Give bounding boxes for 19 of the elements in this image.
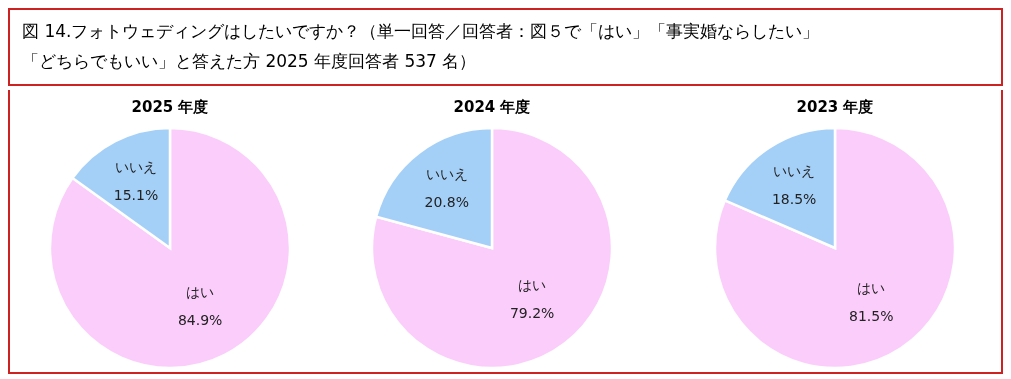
- data-label: 15.1%: [113, 186, 159, 203]
- chart-title: 2023 年度: [796, 98, 874, 116]
- slice-label: いいえ: [773, 162, 816, 179]
- caption: 図 14.フォトウェディングはしたいですか？（単一回答／回答者：図５で「はい」「事実婚ならしたい」「どちらでもいい」と答えた方 2025 年度回答者 537 名）: [22, 21, 820, 71]
- data-label: 81.5%: [848, 308, 894, 325]
- slice-label: はい: [186, 283, 215, 300]
- data-label: 20.8%: [424, 193, 470, 210]
- pie-slice: [713, 126, 957, 370]
- slice-label: いいえ: [425, 165, 468, 182]
- slice-label: はい: [518, 277, 547, 294]
- slice-label: はい: [857, 280, 886, 297]
- pie-slice: [370, 126, 614, 370]
- chart-title: 2024 年度: [453, 98, 531, 116]
- chart-title: 2025 年度: [131, 98, 209, 116]
- data-label: 79.2%: [509, 305, 555, 322]
- data-label: 84.9%: [177, 311, 223, 328]
- pie-slice: [48, 126, 292, 370]
- data-label: 18.5%: [771, 190, 817, 207]
- slice-label: いいえ: [115, 158, 158, 175]
